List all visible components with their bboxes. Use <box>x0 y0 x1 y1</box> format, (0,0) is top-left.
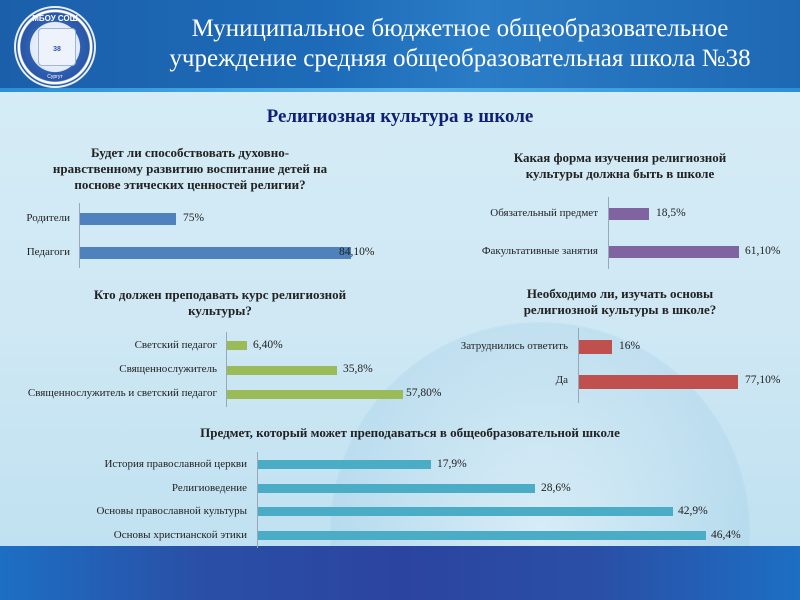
school-name-line-2: учреждение средняя общеобразовательная ш… <box>169 45 751 72</box>
category-label: Да <box>555 374 568 386</box>
y-axis <box>257 452 258 548</box>
slide-footer <box>0 546 800 600</box>
book-icon: 38 <box>38 28 76 66</box>
value-label: 46,4% <box>711 529 741 541</box>
logo-number: 38 <box>53 46 61 53</box>
bar <box>227 390 403 399</box>
bar <box>227 366 337 375</box>
school-name-line-1: Муниципальное бюджетное общеобразователь… <box>191 15 729 42</box>
value-label: 61,10% <box>745 245 781 257</box>
y-axis <box>608 197 609 269</box>
category-label: История православной церкви <box>104 458 247 470</box>
bar <box>258 460 431 469</box>
value-label: 18,5% <box>656 207 686 219</box>
page-title: Религиозная культура в школе <box>266 106 534 127</box>
slide-content <box>0 92 800 546</box>
value-label: 17,9% <box>437 458 467 470</box>
logo-city: Сургут <box>47 74 63 80</box>
bar <box>579 340 612 354</box>
value-label: 84,10% <box>339 246 375 258</box>
bar <box>258 531 706 540</box>
bar <box>258 484 535 493</box>
logo-ring-text: МБОУ СОШ <box>32 14 78 23</box>
bar <box>80 213 176 225</box>
value-label: 6,40% <box>253 339 283 351</box>
category-label: Обязательный предмет <box>490 207 598 219</box>
y-axis <box>226 332 227 407</box>
category-label: Педагоги <box>26 246 70 258</box>
chart-title: Какая форма изучения религиозной культур… <box>470 150 770 182</box>
bar <box>227 341 247 350</box>
value-label: 35,8% <box>343 363 373 375</box>
category-label: Священнослужитель и светский педагог <box>27 387 217 399</box>
value-label: 28,6% <box>541 482 571 494</box>
chart-title-line: Предмет, который может преподаваться в о… <box>200 425 620 440</box>
chart-title-line: нравственному развитию воспитание детей … <box>52 161 328 176</box>
slide-header: МБОУ СОШ 38 Сургут Муниципальное бюджетн… <box>0 0 800 92</box>
y-axis <box>79 203 80 268</box>
y-axis <box>578 328 579 403</box>
chart-title: Необходимо ли, изучать основы религиозно… <box>470 286 770 318</box>
value-label: 42,9% <box>678 505 708 517</box>
chart-title-line: поснове этических ценностей религии? <box>74 177 306 192</box>
bar <box>80 247 351 259</box>
school-name: Муниципальное бюджетное общеобразователь… <box>120 14 800 74</box>
chart-title-line: Необходимо ли, изучать основы <box>526 286 714 301</box>
chart-title-line: Будет ли способствовать духовно- <box>90 145 290 160</box>
chart-title: Будет ли способствовать духовно- нравств… <box>40 145 340 193</box>
category-label: Факультативные занятия <box>481 245 598 257</box>
value-label: 57,80% <box>406 387 442 399</box>
chart-title-line: Какая форма изучения религиозной <box>513 150 727 165</box>
category-label: Затруднились ответить <box>460 340 568 352</box>
chart-title-line: культуры? <box>188 303 252 318</box>
chart-title-line: Кто должен преподавать курс религиозной <box>93 287 347 302</box>
category-label: Родители <box>26 212 70 224</box>
category-label: Светский педагог <box>134 339 217 351</box>
category-label: Религиоведение <box>171 482 247 494</box>
bar <box>579 375 738 389</box>
chart-title: Предмет, который может преподаваться в о… <box>100 425 720 441</box>
value-label: 75% <box>183 212 205 224</box>
school-emblem-icon: МБОУ СОШ 38 Сургут <box>14 6 96 88</box>
category-label: Основы православной культуры <box>96 505 247 517</box>
chart-title: Кто должен преподавать курс религиозной … <box>50 287 390 319</box>
value-label: 77,10% <box>745 374 781 386</box>
bar <box>258 507 673 516</box>
chart-title-line: религиозной культуры в школе? <box>523 302 717 317</box>
category-label: Основы христианской этики <box>113 529 247 541</box>
category-label: Священнослужитель <box>119 363 217 375</box>
bar <box>609 208 649 220</box>
value-label: 16% <box>619 340 641 352</box>
bar <box>609 246 739 258</box>
chart-title-line: культуры должна быть в школе <box>525 166 715 181</box>
